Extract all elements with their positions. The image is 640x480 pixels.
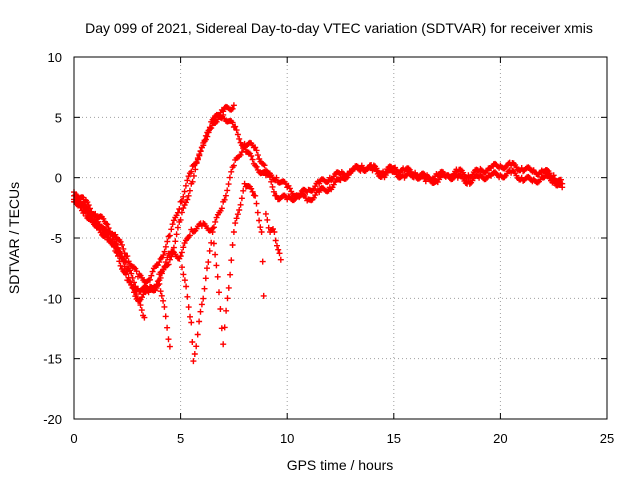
x-tick-label: 5: [177, 431, 184, 446]
series-arc-6: [177, 180, 267, 348]
y-tick-label: 5: [55, 110, 62, 125]
data-series: [71, 102, 566, 365]
chart-title: Day 099 of 2021, Sidereal Day-to-day VTE…: [85, 20, 593, 36]
series-arc-7: [262, 210, 284, 263]
x-tick-label: 0: [70, 431, 77, 446]
y-tick-label: -5: [50, 231, 62, 246]
x-tick-label: 10: [280, 431, 294, 446]
x-axis-label: GPS time / hours: [287, 457, 394, 473]
series-markers: [156, 139, 566, 365]
y-tick-label: 0: [55, 171, 62, 186]
x-tick-label: 20: [493, 431, 507, 446]
y-axis-label: SDTVAR / TECUs: [6, 182, 22, 294]
series-arc-5: [156, 139, 566, 365]
x-tick-label: 25: [600, 431, 614, 446]
x-tick-label: 15: [387, 431, 401, 446]
series-markers: [262, 210, 284, 263]
y-tick-label: -10: [43, 291, 62, 306]
series-markers: [177, 180, 267, 348]
axis-ticks: 0 5 10 15 20 25 -20 -15 -10 -5 0 5 10: [43, 50, 614, 446]
y-tick-label: 10: [48, 50, 62, 65]
y-tick-label: -15: [43, 352, 62, 367]
y-tick-label: -20: [43, 412, 62, 427]
